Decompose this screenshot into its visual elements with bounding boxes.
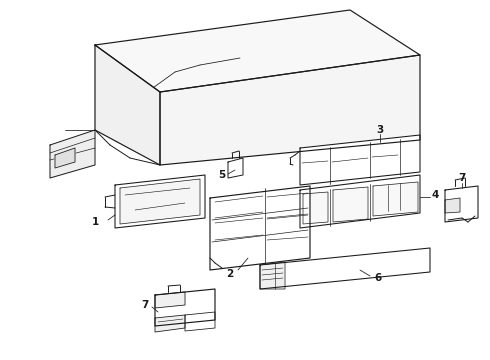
Text: 7: 7 [458, 173, 466, 183]
Text: 2: 2 [226, 269, 234, 279]
Polygon shape [228, 158, 243, 178]
Text: 7: 7 [141, 300, 148, 310]
Polygon shape [210, 186, 310, 270]
Polygon shape [55, 148, 75, 168]
Text: 3: 3 [376, 125, 384, 135]
Text: 1: 1 [91, 217, 98, 227]
Text: 6: 6 [374, 273, 382, 283]
Polygon shape [300, 175, 420, 228]
Polygon shape [115, 175, 205, 228]
Polygon shape [155, 315, 185, 332]
Polygon shape [95, 10, 420, 92]
Polygon shape [155, 292, 185, 308]
Polygon shape [120, 179, 200, 224]
Polygon shape [373, 182, 418, 216]
Polygon shape [185, 312, 215, 331]
Polygon shape [445, 198, 460, 213]
Polygon shape [333, 187, 368, 222]
Text: 4: 4 [431, 190, 439, 200]
Polygon shape [260, 248, 430, 289]
Polygon shape [95, 45, 160, 165]
Polygon shape [303, 192, 328, 224]
Polygon shape [160, 55, 420, 165]
Text: 5: 5 [219, 170, 225, 180]
Polygon shape [300, 135, 420, 185]
Polygon shape [155, 289, 215, 326]
Polygon shape [445, 186, 478, 222]
Polygon shape [50, 130, 95, 178]
Polygon shape [260, 262, 285, 289]
